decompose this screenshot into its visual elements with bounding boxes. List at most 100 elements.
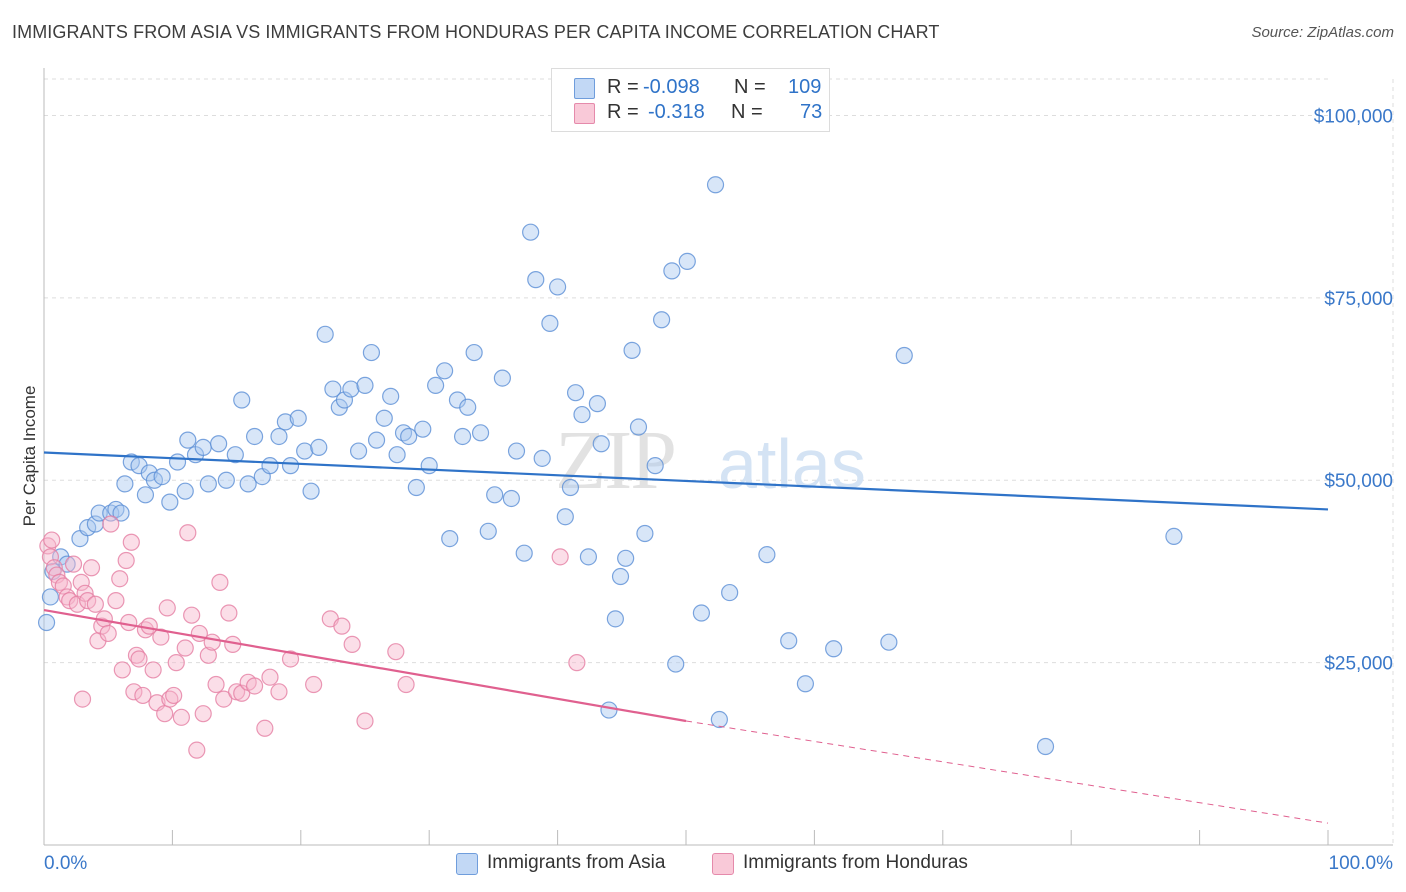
honduras-point bbox=[158, 599, 176, 617]
asia-point bbox=[600, 701, 618, 719]
asia-point bbox=[362, 343, 381, 362]
y-tick-label: $50,000 bbox=[1324, 471, 1393, 492]
honduras-point bbox=[82, 559, 101, 577]
legend-r-value-asia: -0.098 bbox=[643, 76, 700, 98]
asia-point bbox=[245, 427, 264, 446]
honduras-point bbox=[73, 690, 92, 708]
asia-trend-line bbox=[43, 451, 1329, 511]
honduras-point bbox=[64, 555, 83, 573]
asia-point bbox=[678, 252, 696, 270]
asia-point bbox=[465, 343, 483, 362]
asia-point bbox=[561, 478, 580, 497]
asia-point bbox=[453, 427, 472, 446]
asia-point bbox=[324, 380, 342, 398]
asia-point bbox=[617, 549, 635, 567]
asia-point bbox=[441, 529, 459, 548]
honduras-point bbox=[215, 690, 233, 708]
asia-point bbox=[58, 555, 76, 573]
asia-point bbox=[335, 391, 354, 409]
honduras-trend-line-dashed bbox=[685, 720, 1329, 824]
honduras-point bbox=[245, 677, 264, 695]
honduras-point bbox=[333, 617, 351, 635]
asia-point bbox=[261, 457, 279, 475]
asia-point bbox=[663, 262, 681, 280]
y-tick-label: $25,000 bbox=[1324, 654, 1393, 675]
chart-title: IMMIGRANTS FROM ASIA VS IMMIGRANTS FROM … bbox=[12, 22, 940, 42]
asia-point bbox=[825, 640, 843, 658]
bottom-legend-swatch-honduras bbox=[712, 853, 734, 875]
honduras-point bbox=[397, 675, 415, 694]
x-tick-label-max: 100.0% bbox=[1329, 853, 1394, 874]
asia-point bbox=[199, 475, 217, 493]
asia-point bbox=[136, 486, 155, 504]
honduras-point bbox=[176, 639, 194, 657]
asia-point bbox=[296, 442, 314, 460]
honduras-point bbox=[183, 606, 201, 624]
asia-point bbox=[623, 341, 641, 359]
honduras-point bbox=[165, 686, 183, 705]
honduras-point bbox=[233, 684, 251, 702]
honduras-point bbox=[117, 551, 135, 570]
honduras-point bbox=[122, 533, 140, 551]
honduras-point bbox=[356, 712, 374, 730]
asia-point bbox=[161, 493, 179, 511]
trend-lines bbox=[43, 451, 1329, 824]
asia-point bbox=[217, 471, 235, 489]
asia-point bbox=[541, 314, 559, 332]
asia-point bbox=[606, 610, 624, 628]
honduras-point bbox=[113, 661, 131, 679]
legend-r-label-asia: R = bbox=[607, 76, 639, 98]
legend-n-value-honduras: 73 bbox=[800, 101, 823, 123]
honduras-point bbox=[152, 628, 170, 646]
asia-point bbox=[692, 604, 711, 622]
asia-point bbox=[436, 362, 454, 380]
asia-point bbox=[629, 418, 648, 436]
honduras-point bbox=[551, 548, 569, 566]
legend-n-label-honduras: N = bbox=[731, 101, 763, 123]
honduras-point bbox=[343, 635, 361, 653]
asia-point bbox=[302, 482, 320, 500]
honduras-point bbox=[54, 577, 72, 595]
bottom-legend-label-asia: Immigrants from Asia bbox=[487, 852, 666, 873]
asia-point bbox=[1165, 527, 1183, 546]
honduras-point bbox=[41, 548, 60, 566]
asia-point bbox=[507, 442, 526, 460]
asia-point bbox=[233, 391, 251, 409]
asia-point bbox=[880, 633, 898, 651]
asia-point bbox=[706, 176, 725, 194]
honduras-point bbox=[305, 675, 323, 694]
asia-point bbox=[611, 567, 630, 586]
honduras-point bbox=[220, 604, 238, 622]
asia-point bbox=[796, 675, 815, 693]
asia-point bbox=[427, 376, 445, 394]
y-tick-label: $75,000 bbox=[1324, 289, 1393, 310]
y-axis-label: Per Capita Income bbox=[20, 386, 39, 527]
asia-point bbox=[176, 482, 194, 500]
asia-point bbox=[388, 446, 406, 464]
legend-r-label-honduras: R = bbox=[607, 101, 639, 123]
asia-point bbox=[226, 446, 244, 464]
honduras-point bbox=[207, 675, 225, 694]
honduras-point bbox=[261, 668, 279, 686]
asia-point bbox=[367, 431, 386, 449]
asia-point bbox=[210, 435, 228, 453]
y-tick-label: $100,000 bbox=[1314, 106, 1393, 127]
asia-point bbox=[414, 420, 432, 438]
honduras-point bbox=[270, 683, 288, 701]
asia-point bbox=[502, 489, 520, 508]
asia-point bbox=[270, 427, 288, 446]
honduras-point bbox=[43, 531, 61, 549]
asia-point bbox=[479, 522, 497, 540]
honduras-point bbox=[156, 705, 174, 723]
asia-point bbox=[153, 467, 171, 486]
honduras-point bbox=[167, 654, 185, 672]
asia-point bbox=[592, 435, 610, 453]
asia-point bbox=[168, 453, 187, 471]
asia-point bbox=[459, 398, 477, 416]
asia-point bbox=[194, 438, 212, 457]
asia-point bbox=[710, 710, 728, 729]
asia-point bbox=[112, 504, 130, 522]
asia-point bbox=[588, 395, 607, 413]
asia-point bbox=[116, 475, 134, 493]
honduras-point bbox=[130, 650, 148, 668]
